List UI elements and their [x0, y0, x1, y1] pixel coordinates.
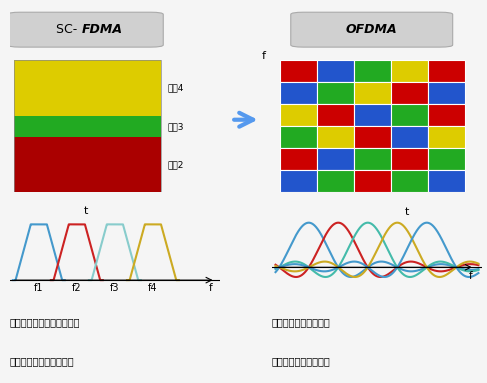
Text: SC-: SC-: [56, 23, 81, 36]
Bar: [428, 104, 465, 126]
FancyBboxPatch shape: [291, 12, 453, 47]
FancyBboxPatch shape: [8, 12, 163, 47]
Bar: [280, 104, 317, 126]
Text: 不同频率的载波之间有保护: 不同频率的载波之间有保护: [10, 318, 80, 327]
Text: f1: f1: [34, 283, 43, 293]
Bar: [391, 104, 428, 126]
Bar: [14, 116, 161, 137]
Text: f: f: [262, 51, 265, 61]
Bar: [317, 126, 354, 148]
Text: OFDMA: OFDMA: [346, 23, 397, 36]
Bar: [317, 60, 354, 82]
Text: FDMA: FDMA: [81, 23, 122, 36]
Bar: [14, 60, 161, 192]
Bar: [354, 104, 391, 126]
Bar: [354, 60, 391, 82]
Bar: [280, 82, 317, 104]
Text: 载扒4: 载扒4: [168, 83, 184, 93]
Bar: [280, 60, 317, 82]
Bar: [391, 170, 428, 192]
Bar: [317, 82, 354, 104]
Text: t: t: [405, 207, 410, 217]
Bar: [354, 126, 391, 148]
Text: 载扒3: 载扒3: [168, 122, 184, 131]
Text: f2: f2: [72, 283, 82, 293]
Bar: [280, 148, 317, 170]
Bar: [354, 148, 391, 170]
Bar: [428, 148, 465, 170]
Bar: [428, 126, 465, 148]
Bar: [14, 137, 161, 192]
Bar: [391, 148, 428, 170]
Text: f4: f4: [148, 283, 158, 293]
Text: t: t: [83, 206, 88, 216]
Text: 载扒2: 载扒2: [168, 160, 184, 169]
Bar: [354, 170, 391, 192]
Text: f3: f3: [110, 283, 120, 293]
Bar: [317, 148, 354, 170]
Bar: [428, 82, 465, 104]
Bar: [317, 170, 354, 192]
Bar: [391, 82, 428, 104]
Bar: [280, 126, 317, 148]
Text: f: f: [469, 271, 473, 281]
Text: 带相互隔离，频谱效率低: 带相互隔离，频谱效率低: [10, 356, 75, 366]
Bar: [428, 60, 465, 82]
Bar: [391, 60, 428, 82]
Bar: [428, 170, 465, 192]
Bar: [391, 126, 428, 148]
Bar: [317, 104, 354, 126]
Text: 在一起，频谱效率大增: 在一起，频谱效率大增: [272, 356, 331, 366]
Text: 各个正交的子载波交叠: 各个正交的子载波交叠: [272, 318, 331, 327]
Text: f: f: [209, 283, 213, 293]
Bar: [14, 60, 161, 116]
Bar: [280, 170, 317, 192]
Bar: [354, 82, 391, 104]
